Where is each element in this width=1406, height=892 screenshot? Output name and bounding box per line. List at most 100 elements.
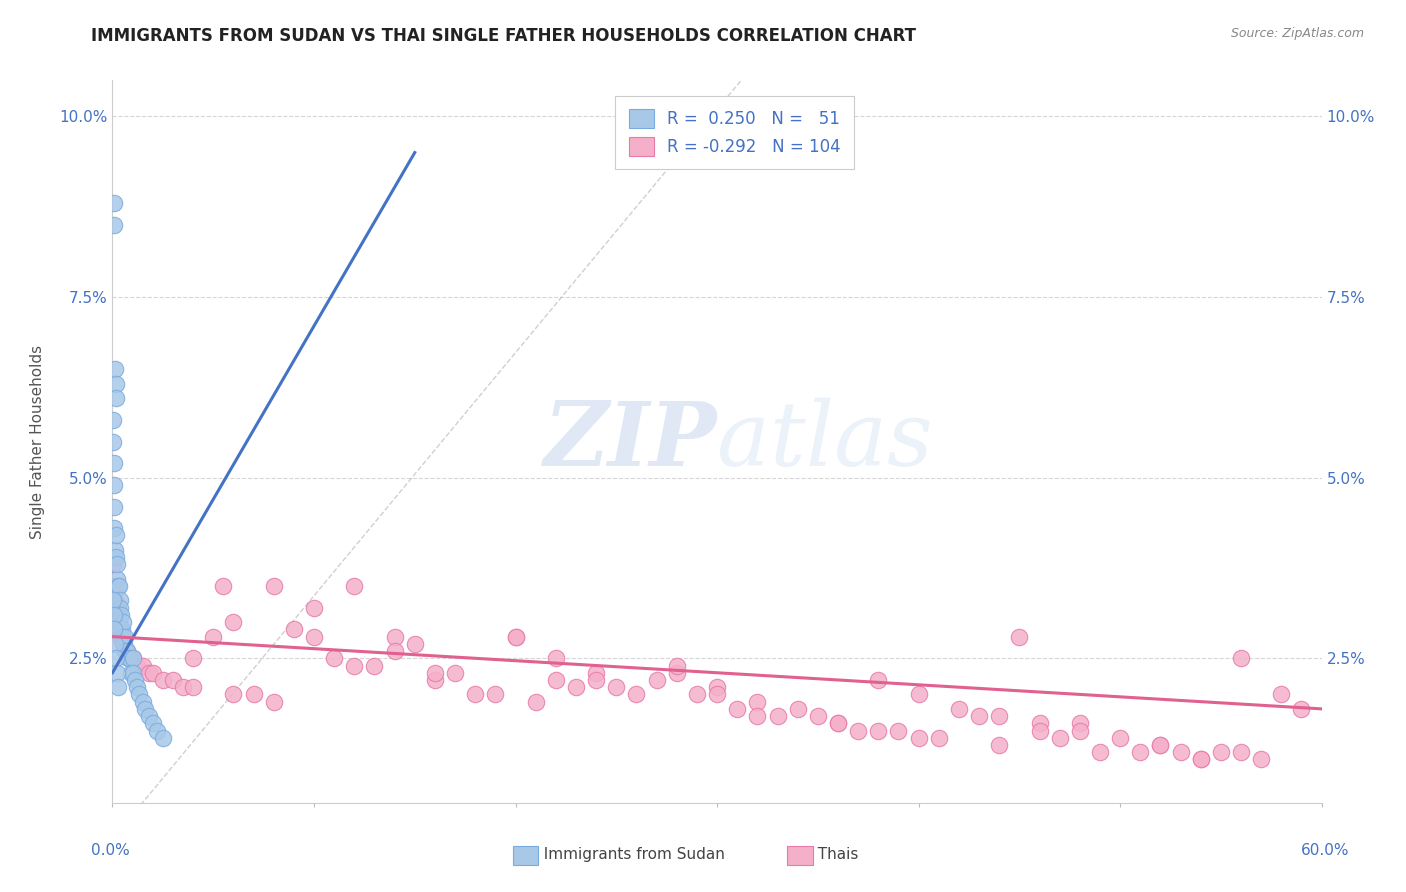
Point	[107, 680, 129, 694]
Point	[114, 644, 136, 658]
Point	[263, 579, 285, 593]
Point	[1028, 716, 1050, 731]
Text: Thais: Thais	[808, 847, 859, 862]
Point	[1250, 752, 1272, 766]
Point	[1028, 723, 1050, 738]
Point	[1088, 745, 1111, 759]
Point	[107, 615, 129, 630]
Point	[125, 658, 148, 673]
Point	[1230, 745, 1253, 759]
Point	[104, 542, 127, 557]
Point	[766, 709, 789, 723]
Point	[103, 456, 125, 470]
Point	[302, 630, 325, 644]
Point	[120, 665, 142, 680]
Point	[605, 680, 627, 694]
Point	[117, 651, 139, 665]
Point	[111, 637, 134, 651]
Point	[108, 630, 131, 644]
Point	[343, 658, 366, 673]
Point	[323, 651, 346, 665]
Point	[172, 680, 194, 694]
Point	[222, 687, 245, 701]
Point	[124, 673, 146, 687]
Point	[132, 658, 155, 673]
Point	[152, 673, 174, 687]
Point	[115, 644, 138, 658]
Point	[1189, 752, 1212, 766]
Point	[585, 673, 607, 687]
Point	[343, 579, 366, 593]
Point	[665, 665, 688, 680]
Y-axis label: Single Father Households: Single Father Households	[31, 344, 45, 539]
Point	[105, 558, 128, 572]
Point	[1008, 630, 1031, 644]
Point	[505, 630, 527, 644]
Point	[105, 572, 128, 586]
Point	[162, 673, 184, 687]
Point	[747, 709, 769, 723]
Legend: R =  0.250   N =   51, R = -0.292   N = 104: R = 0.250 N = 51, R = -0.292 N = 104	[616, 95, 853, 169]
Point	[120, 651, 142, 665]
Point	[132, 695, 155, 709]
Point	[928, 731, 950, 745]
Point	[138, 709, 160, 723]
Point	[363, 658, 385, 673]
Point	[103, 623, 125, 637]
Point	[107, 579, 129, 593]
Point	[283, 623, 305, 637]
Point	[104, 376, 127, 391]
Point	[948, 702, 970, 716]
Point	[384, 644, 406, 658]
Point	[706, 687, 728, 701]
Point	[665, 658, 688, 673]
Point	[105, 665, 128, 680]
Point	[108, 600, 131, 615]
Point	[134, 702, 156, 716]
Point	[121, 651, 143, 665]
Point	[107, 600, 129, 615]
Point	[114, 644, 136, 658]
Text: IMMIGRANTS FROM SUDAN VS THAI SINGLE FATHER HOUSEHOLDS CORRELATION CHART: IMMIGRANTS FROM SUDAN VS THAI SINGLE FAT…	[91, 27, 917, 45]
Point	[1149, 738, 1171, 752]
Point	[645, 673, 668, 687]
Point	[1129, 745, 1152, 759]
Point	[104, 528, 127, 542]
Point	[110, 607, 132, 622]
Point	[1230, 651, 1253, 665]
Point	[117, 651, 139, 665]
Point	[107, 579, 129, 593]
Point	[1109, 731, 1132, 745]
Point	[108, 593, 131, 607]
Point	[786, 702, 808, 716]
Point	[1149, 738, 1171, 752]
Point	[121, 651, 143, 665]
Point	[104, 362, 127, 376]
Text: 60.0%: 60.0%	[1302, 843, 1350, 858]
Point	[121, 665, 143, 680]
Point	[105, 615, 128, 630]
Point	[212, 579, 235, 593]
Point	[104, 651, 127, 665]
Point	[128, 687, 150, 701]
Point	[706, 680, 728, 694]
Point	[142, 716, 165, 731]
Point	[242, 687, 264, 701]
Text: 0.0%: 0.0%	[91, 843, 131, 858]
Point	[626, 687, 648, 701]
Point	[967, 709, 990, 723]
Point	[1049, 731, 1071, 745]
Point	[103, 607, 125, 622]
Point	[846, 723, 869, 738]
Point	[104, 550, 127, 565]
Point	[202, 630, 225, 644]
Point	[103, 593, 125, 607]
Point	[1069, 723, 1091, 738]
Point	[103, 579, 125, 593]
Point	[107, 615, 129, 630]
Point	[505, 630, 527, 644]
Point	[111, 615, 134, 630]
Point	[1069, 716, 1091, 731]
Point	[544, 673, 567, 687]
Point	[464, 687, 486, 701]
